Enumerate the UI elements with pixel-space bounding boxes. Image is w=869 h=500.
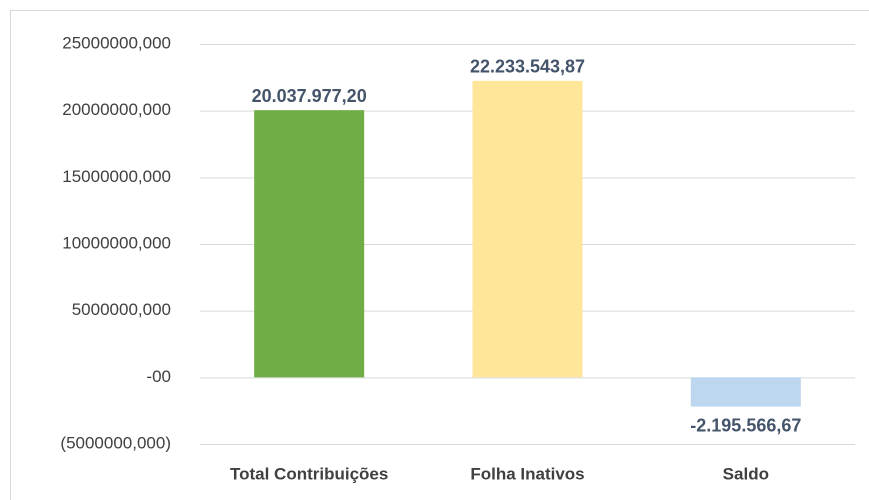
y-tick-label: (5000000,000) (60, 433, 171, 452)
y-tick-label: 20000000,000 (62, 100, 171, 119)
chart-border (10, 10, 869, 500)
value-label: 22.233.543,87 (470, 57, 585, 77)
y-tick-label: 25000000,000 (62, 33, 171, 52)
value-label: 20.037.977,20 (252, 86, 367, 106)
y-tick-label: -00 (146, 367, 171, 386)
y-tick-label: 15000000,000 (62, 167, 171, 186)
y-tick-label: 5000000,000 (72, 300, 171, 319)
value-label: -2.195.566,67 (690, 415, 801, 435)
bar (472, 80, 583, 378)
bar (690, 377, 801, 407)
x-tick-label: Saldo (723, 464, 769, 483)
x-tick-label: Total Contribuições (230, 464, 388, 483)
x-tick-label: Folha Inativos (470, 464, 584, 483)
bar (254, 110, 365, 378)
y-tick-label: 10000000,000 (62, 233, 171, 252)
